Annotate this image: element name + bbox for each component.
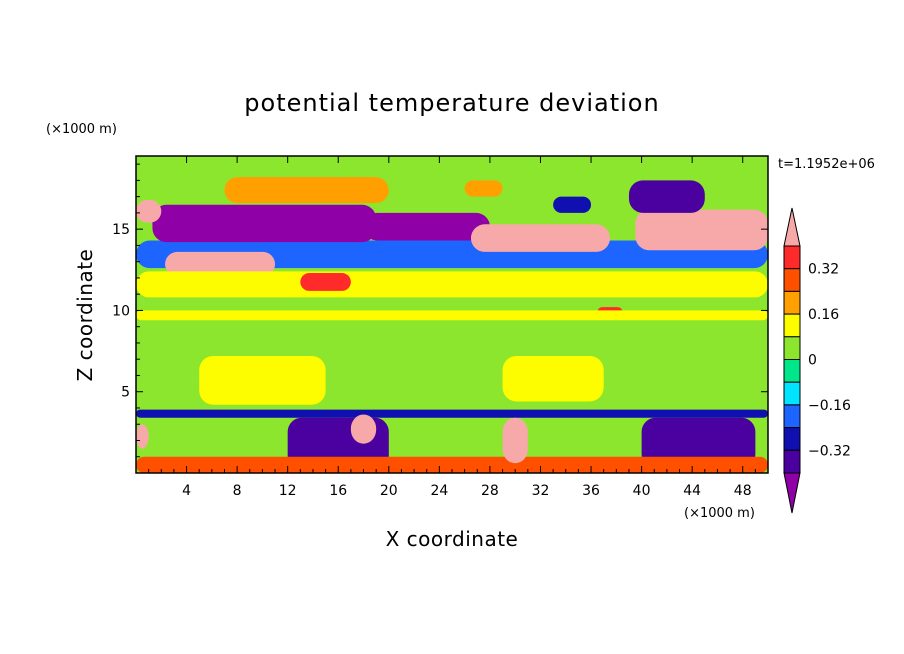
colorbar-tick-label: −0.32: [808, 443, 851, 459]
colorbar-tick-label: −0.16: [808, 398, 851, 414]
y-tick-label: 10: [112, 303, 130, 319]
x-tick-label: 40: [633, 483, 651, 499]
contour-region: [628, 180, 705, 213]
contour-region: [635, 209, 768, 251]
contour-region: [641, 417, 756, 469]
contour-region: [136, 310, 768, 321]
colorbar-bin: [783, 381, 801, 406]
x-tick-label: 36: [582, 483, 600, 499]
y-tick-label: 15: [112, 222, 130, 238]
colorbar: 0.32 0.16 0 −0.16 −0.32: [783, 207, 851, 514]
x-tick-label: 4: [182, 483, 191, 499]
y-axis: 5 10 15: [112, 163, 768, 458]
colorbar-tick-label: 0: [808, 353, 817, 369]
x-tick-label: 48: [734, 483, 752, 499]
chart-title: potential temperature deviation: [244, 89, 659, 117]
contour-region: [136, 199, 162, 223]
x-tick-label: 44: [683, 483, 701, 499]
contour-region: [136, 424, 149, 449]
x-tick-label: 16: [329, 483, 347, 499]
contour-region: [199, 355, 326, 405]
x-tick-label: 20: [380, 483, 398, 499]
contour-region: [470, 224, 610, 252]
colorbar-bin: [783, 290, 801, 315]
x-tick-label: 8: [233, 483, 242, 499]
contour-region: [165, 251, 276, 277]
contour-region: [350, 414, 377, 444]
time-label: t=1.1952e+06: [778, 157, 875, 172]
contour-region: [136, 409, 768, 418]
colorbar-bin: [783, 359, 801, 383]
colorbar-bin: [783, 268, 801, 292]
contour-region: [464, 180, 503, 197]
colorbar-bin: [783, 245, 801, 270]
contour-region: [136, 456, 768, 473]
colorbar-tick-label: 0.32: [808, 262, 839, 278]
x-tick-label: 28: [481, 483, 499, 499]
contour-region: [136, 240, 768, 269]
colorbar-extend-low: [783, 472, 801, 514]
colorbar-extend-high: [783, 207, 801, 247]
colorbar-bin: [783, 449, 801, 474]
colorbar-tick-label: 0.16: [808, 307, 839, 323]
y-axis-unit: (×1000 m): [46, 122, 117, 137]
x-tick-label: 32: [532, 483, 550, 499]
contour-region: [363, 212, 490, 241]
colorbar-bin: [783, 313, 801, 338]
contour-region: [136, 271, 768, 298]
contour-region: [300, 273, 351, 291]
contour-region: [152, 204, 377, 243]
x-tick-label: 24: [430, 483, 448, 499]
x-tick-label: 12: [279, 483, 297, 499]
contour-field: [136, 156, 768, 473]
contour-region: [502, 355, 604, 402]
colorbar-bin: [783, 336, 801, 360]
x-axis-label: X coordinate: [386, 527, 519, 551]
x-axis-unit: (×1000 m): [684, 506, 755, 521]
contour-region: [502, 417, 528, 464]
colorbar-bin: [783, 404, 801, 429]
y-axis-label: Z coordinate: [73, 249, 97, 382]
contour-region: [553, 196, 592, 213]
colorbar-bin: [783, 427, 801, 451]
x-axis: 4 8 12 16 20 24 28 32 36 40 44 48: [148, 156, 756, 499]
y-tick-label: 5: [121, 385, 130, 401]
contour-region: [224, 177, 389, 204]
